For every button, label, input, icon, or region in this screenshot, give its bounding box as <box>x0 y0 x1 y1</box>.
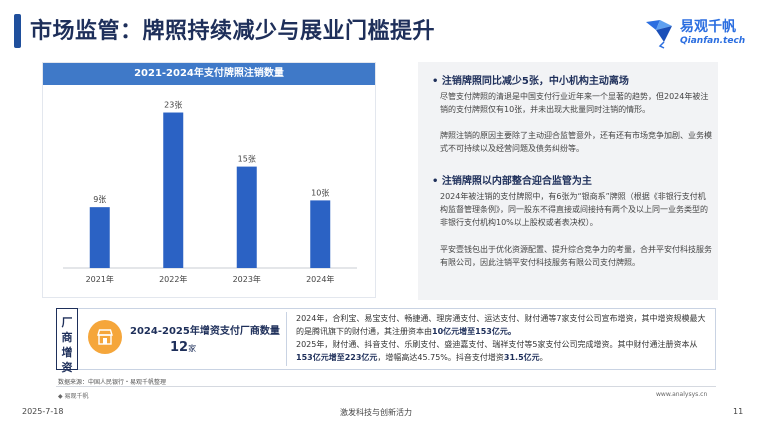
brand-logo: 易观千帆 Qianfan.tech <box>642 12 750 52</box>
chart-title: 2021-2024年支付牌照注销数量 <box>43 63 375 85</box>
bar-2024年 <box>310 200 331 268</box>
analysis-heading-2: • 注销牌照以内部整合迎合监管为主 <box>432 176 592 187</box>
title-accent-bar <box>14 14 21 48</box>
footer-logo: ◆ 易观千帆 <box>58 393 89 400</box>
description-2024-text: 2024年，合利宝、易宝支付、畅捷通、理房通支付、运达支付、财付通等7家支付公司… <box>296 314 706 336</box>
x-tick-label: 2022年 <box>159 274 187 284</box>
description-2024-highlight: 10亿元增至153亿元。 <box>432 327 516 336</box>
bar-value-label: 10张 <box>311 188 329 197</box>
report-date: 2025-7-18 <box>22 407 64 416</box>
description-2025-highlight: 153亿元增至223亿元 <box>296 353 378 362</box>
capital-increase-tab: 厂 商 增 资 <box>56 308 78 374</box>
divider <box>286 312 287 366</box>
capital-increase-box <box>56 308 716 370</box>
bar-value-label: 15张 <box>238 155 256 164</box>
x-tick-label: 2021年 <box>86 274 114 284</box>
count-unit: 家 <box>188 344 197 353</box>
website-link[interactable]: www.analysys.cn <box>656 391 708 398</box>
bar-2023年 <box>236 166 257 268</box>
footer-logo-text: 易观千帆 <box>64 393 89 400</box>
page-number: 11 <box>733 407 744 416</box>
count-value: 12 <box>170 340 189 355</box>
page-title: 市场监管：牌照持续减少与展业门槛提升 <box>30 19 436 44</box>
capital-increase-count: 12家 <box>170 340 196 355</box>
description-2025-text-b: ，增幅高达45.75%。抖音支付增资 <box>377 353 504 362</box>
analysis-heading-1: • 注销牌照同比减少5张，中小机构主动离场 <box>432 76 629 87</box>
kite-logo-icon <box>646 20 672 49</box>
bar-value-label: 23张 <box>164 101 182 110</box>
analysis-paragraph-1b: 牌照注销的原因主要除了主动迎合监管意外，还有还有市场竞争加剧、业务模式不可持续以… <box>440 131 712 153</box>
tab-char: 增 <box>61 346 73 359</box>
tab-char: 资 <box>61 361 73 374</box>
capital-increase-tab-label: 厂 商 增 资 <box>57 315 77 375</box>
description-2025-highlight-2: 31.5亿元 <box>503 353 540 362</box>
capital-increase-description: 2024年，合利宝、易宝支付、畅捷通、理房通支付、运达支付、财付通等7家支付公司… <box>296 312 712 364</box>
description-2025: 2025年，财付通、抖音支付、乐刷支付、盛迪嘉支付、瑞祥支付等5家支付公司完成增… <box>296 338 712 364</box>
analysis-paragraph-2a: 2024年被注销的支付牌照中，有6张为“银商系”牌照（根据《非银行支付机构监督管… <box>440 192 708 227</box>
bar-chart-canvas: 9张 2021年 23张 2022年 15张 2023年 10张 2024年 <box>63 101 357 284</box>
description-2025-text-c: 。 <box>539 353 548 362</box>
logo-text-cn: 易观千帆 <box>680 19 736 35</box>
capital-increase-title: 2024-2025年增资支付厂商数量 <box>130 326 280 337</box>
bar-value-label: 9张 <box>93 195 106 204</box>
x-tick-label: 2024年 <box>306 274 334 284</box>
bar-2022年 <box>163 112 184 268</box>
analysis-paragraph-1a: 尽管支付牌照的清退是中国支付行业近年来一个显著的趋势，但2024年被注销的支付牌… <box>440 92 709 114</box>
description-2024: 2024年，合利宝、易宝支付、畅捷通、理房通支付、运达支付、财付通等7家支付公司… <box>296 312 712 338</box>
logo-text-en: Qianfan.tech <box>680 36 746 46</box>
analysis-paragraph-2b: 平安壹钱包出于优化资源配置、提升综合竞争力的考量，合并平安付科技服务有限公司，因… <box>440 245 712 267</box>
analysis-panel: • 注销牌照同比减少5张，中小机构主动离场 尽管支付牌照的清退是中国支付行业近年… <box>418 62 718 300</box>
data-source: 数据来源：中国人民银行・易观千帆整理 <box>58 379 167 386</box>
tab-char: 厂 <box>61 316 73 329</box>
store-icon-background <box>88 320 122 354</box>
tab-char: 商 <box>61 331 73 344</box>
x-tick-label: 2023年 <box>233 274 261 284</box>
license-cancellation-chart: 2021-2024年支付牌照注销数量 9张 2021年 23张 2022年 15张 202… <box>42 62 376 298</box>
description-2025-text: 2025年，财付通、抖音支付、乐刷支付、盛迪嘉支付、瑞祥支付等5家支付公司完成增… <box>296 340 698 349</box>
store-icon <box>97 329 113 345</box>
footer-rule <box>56 386 716 387</box>
bar-2021年 <box>89 207 110 268</box>
slogan: 激发科技与创新活力 <box>340 408 412 417</box>
